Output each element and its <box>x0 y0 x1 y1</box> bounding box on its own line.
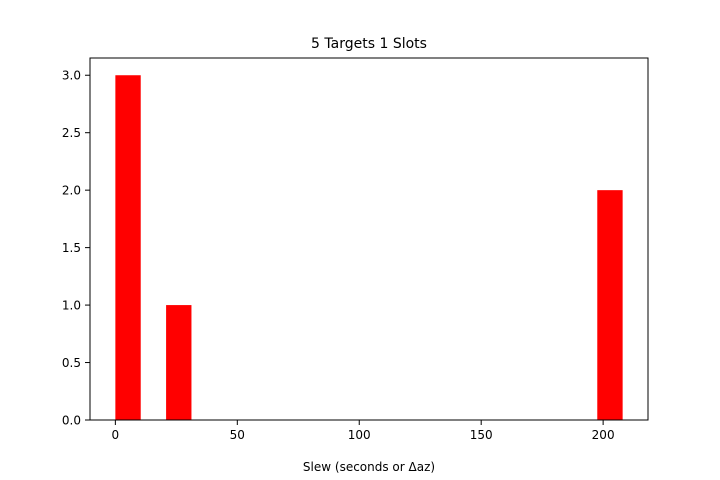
y-tick-label-2: 1.0 <box>62 299 81 313</box>
y-tick-label-1: 0.5 <box>62 356 81 370</box>
bars-layer <box>115 75 623 420</box>
bar-1 <box>166 305 192 420</box>
x-axis-ticks: 0 50 100 150 200 <box>112 420 615 442</box>
y-tick-label-5: 2.5 <box>62 126 81 140</box>
y-tick-label-3: 1.5 <box>62 241 81 255</box>
x-tick-label-1: 50 <box>230 428 245 442</box>
x-tick-label-3: 150 <box>470 428 493 442</box>
x-tick-label-2: 100 <box>348 428 371 442</box>
y-axis-ticks: 0.0 0.5 1.0 1.5 2.0 2.5 3.0 <box>62 69 90 428</box>
plot-frame <box>89 57 649 421</box>
y-tick-label-6: 3.0 <box>62 69 81 83</box>
x-tick-label-0: 0 <box>112 428 120 442</box>
chart-title: 5 Targets 1 Slots <box>311 36 427 52</box>
x-tick-label-4: 200 <box>592 428 615 442</box>
bar-2 <box>597 190 623 420</box>
x-axis-label: Slew (seconds or Δaz) <box>303 460 435 474</box>
y-tick-label-4: 2.0 <box>62 184 81 198</box>
y-tick-label-0: 0.0 <box>62 414 81 428</box>
bar-0 <box>115 75 141 420</box>
